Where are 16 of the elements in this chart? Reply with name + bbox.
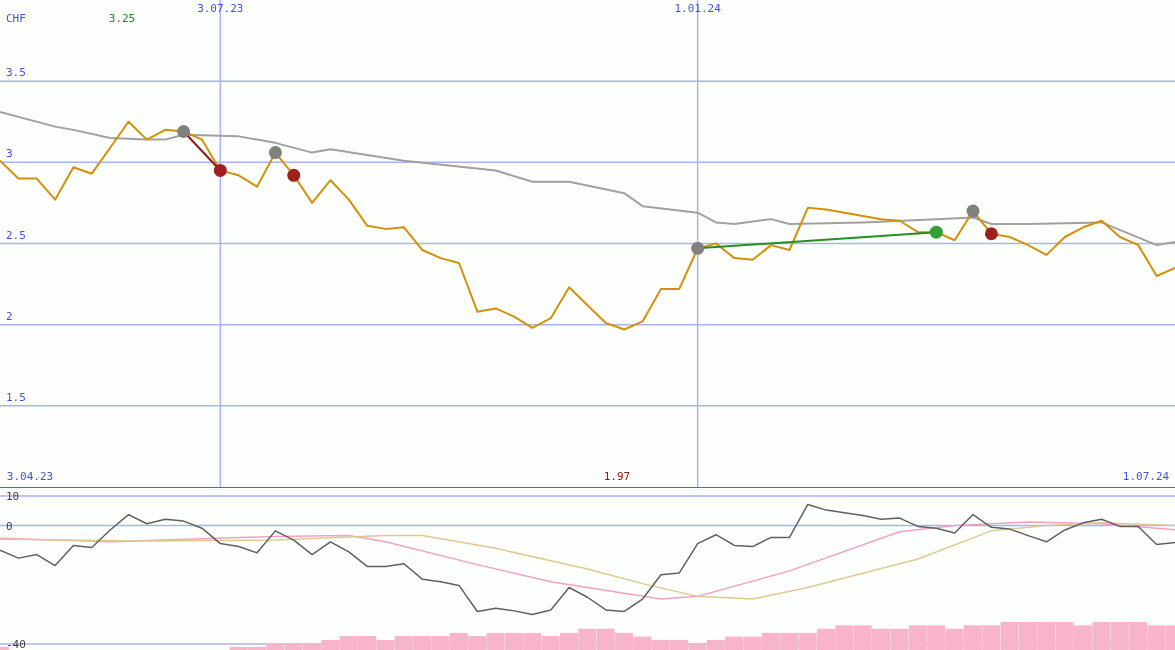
y-axis-title: CHF: [6, 12, 26, 25]
y-tick-label: 10: [6, 489, 20, 503]
y-tick-label: 2.5: [6, 228, 26, 242]
y-tick-label: 0: [6, 519, 13, 533]
x-tick-label: 1.01.24: [674, 2, 722, 15]
y-tick-label: -40: [6, 638, 26, 650]
line-series: [0, 503, 1175, 616]
y-tick-label: 3: [6, 147, 13, 161]
annotation: 1.97: [603, 470, 631, 483]
y-tick-label: 2: [6, 309, 13, 323]
y-tick-label: 3.5: [6, 66, 26, 80]
annotation: 3.04.23: [6, 470, 54, 483]
annotation: 1.07.24: [1122, 470, 1170, 483]
y-tick-label: 1.5: [6, 390, 26, 404]
x-tick-label: 3.07.23: [197, 2, 244, 15]
annotation: 3.25: [108, 12, 136, 25]
